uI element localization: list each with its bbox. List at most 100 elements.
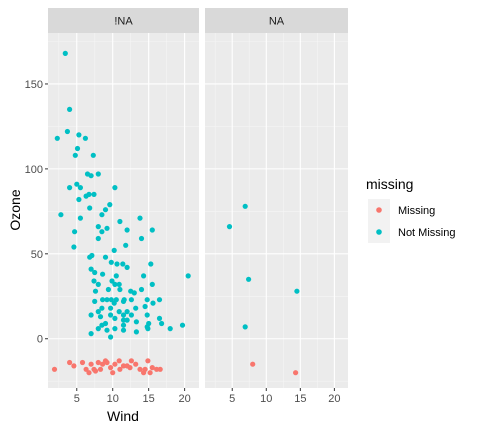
data-point-not-missing — [134, 329, 139, 334]
data-point-not-missing — [129, 297, 134, 302]
data-point-not-missing — [67, 107, 72, 112]
data-point-not-missing — [72, 229, 77, 234]
x-tick-label: 5 — [74, 393, 80, 405]
data-point-not-missing — [87, 205, 92, 210]
data-point-not-missing — [112, 248, 117, 253]
data-point-not-missing — [83, 136, 88, 141]
data-point-missing — [108, 365, 113, 370]
data-point-not-missing — [125, 318, 130, 323]
legend-label-missing: Missing — [398, 205, 435, 217]
legend-marker-missing — [376, 207, 382, 213]
data-point-not-missing — [65, 129, 70, 134]
x-tick-label: 10 — [260, 393, 272, 405]
data-point-not-missing — [114, 261, 119, 266]
data-point-missing — [250, 362, 255, 367]
data-point-not-missing — [145, 312, 150, 317]
data-point-missing — [145, 358, 150, 363]
data-point-not-missing — [125, 265, 130, 270]
data-point-not-missing — [96, 309, 101, 314]
data-point-not-missing — [117, 287, 122, 292]
y-tick-label: 0 — [37, 334, 43, 346]
data-point-not-missing — [76, 132, 81, 137]
data-point-not-missing — [104, 226, 109, 231]
x-tick-label: 20 — [178, 393, 190, 405]
data-point-not-missing — [93, 289, 98, 294]
data-point-not-missing — [145, 326, 150, 331]
data-point-not-missing — [67, 185, 72, 190]
panel-left-strip-label: !NA — [114, 16, 133, 28]
data-point-not-missing — [134, 319, 139, 324]
data-point-not-missing — [103, 255, 108, 260]
data-point-missing — [158, 367, 163, 372]
data-point-not-missing — [141, 273, 146, 278]
data-point-not-missing — [133, 306, 138, 311]
data-point-not-missing — [58, 212, 63, 217]
data-point-not-missing — [129, 312, 134, 317]
data-point-not-missing — [78, 185, 83, 190]
data-point-missing — [110, 370, 115, 375]
x-tick-label: 5 — [229, 393, 235, 405]
data-point-not-missing — [180, 323, 185, 328]
x-tick-label: 20 — [328, 393, 340, 405]
data-point-missing — [67, 360, 72, 365]
x-tick-label: 10 — [107, 393, 119, 405]
data-point-not-missing — [121, 323, 126, 328]
data-point-missing — [103, 358, 108, 363]
data-point-missing — [127, 365, 132, 370]
data-point-not-missing — [121, 299, 126, 304]
data-point-not-missing — [96, 282, 101, 287]
data-point-not-missing — [132, 290, 137, 295]
data-point-not-missing — [75, 146, 80, 151]
data-point-not-missing — [92, 299, 97, 304]
data-point-not-missing — [78, 216, 83, 221]
data-point-not-missing — [55, 136, 60, 141]
data-point-not-missing — [121, 328, 126, 333]
data-point-not-missing — [112, 301, 117, 306]
panel-left: !NA — [48, 8, 199, 388]
panel-right: NA — [205, 8, 348, 388]
data-point-missing — [117, 358, 122, 363]
data-point-not-missing — [100, 272, 105, 277]
data-point-missing — [89, 362, 94, 367]
data-point-not-missing — [137, 216, 142, 221]
data-point-not-missing — [148, 261, 153, 266]
data-point-not-missing — [108, 306, 113, 311]
data-point-not-missing — [117, 219, 122, 224]
data-point-not-missing — [71, 244, 76, 249]
data-point-not-missing — [145, 297, 150, 302]
data-point-not-missing — [91, 153, 96, 158]
data-point-not-missing — [143, 304, 148, 309]
data-point-not-missing — [84, 194, 89, 199]
data-point-not-missing — [157, 297, 162, 302]
x-tick-label: 15 — [143, 393, 155, 405]
data-point-not-missing — [117, 309, 122, 314]
panel-left-background — [48, 33, 199, 388]
data-point-missing — [129, 358, 134, 363]
data-point-not-missing — [117, 282, 122, 287]
y-tick-label: 100 — [25, 164, 43, 176]
data-point-missing — [293, 370, 298, 375]
data-point-not-missing — [96, 326, 101, 331]
data-point-not-missing — [120, 261, 125, 266]
data-point-missing — [117, 367, 122, 372]
x-tick-label: 15 — [294, 393, 306, 405]
data-point-not-missing — [103, 207, 108, 212]
data-point-missing — [52, 367, 57, 372]
data-point-not-missing — [108, 312, 113, 317]
data-point-missing — [71, 363, 76, 368]
data-point-not-missing — [112, 326, 117, 331]
data-point-missing — [112, 362, 117, 367]
data-point-not-missing — [159, 321, 164, 326]
data-point-not-missing — [99, 229, 104, 234]
y-tick-label: 50 — [31, 249, 43, 261]
data-point-not-missing — [99, 212, 104, 217]
legend-marker-not-missing — [376, 229, 382, 235]
data-point-missing — [133, 362, 138, 367]
data-point-not-missing — [139, 287, 144, 292]
data-point-not-missing — [121, 312, 126, 317]
data-point-not-missing — [246, 277, 251, 282]
data-point-missing — [143, 367, 148, 372]
legend-label-not-missing: Not Missing — [398, 227, 455, 239]
data-point-not-missing — [104, 328, 109, 333]
